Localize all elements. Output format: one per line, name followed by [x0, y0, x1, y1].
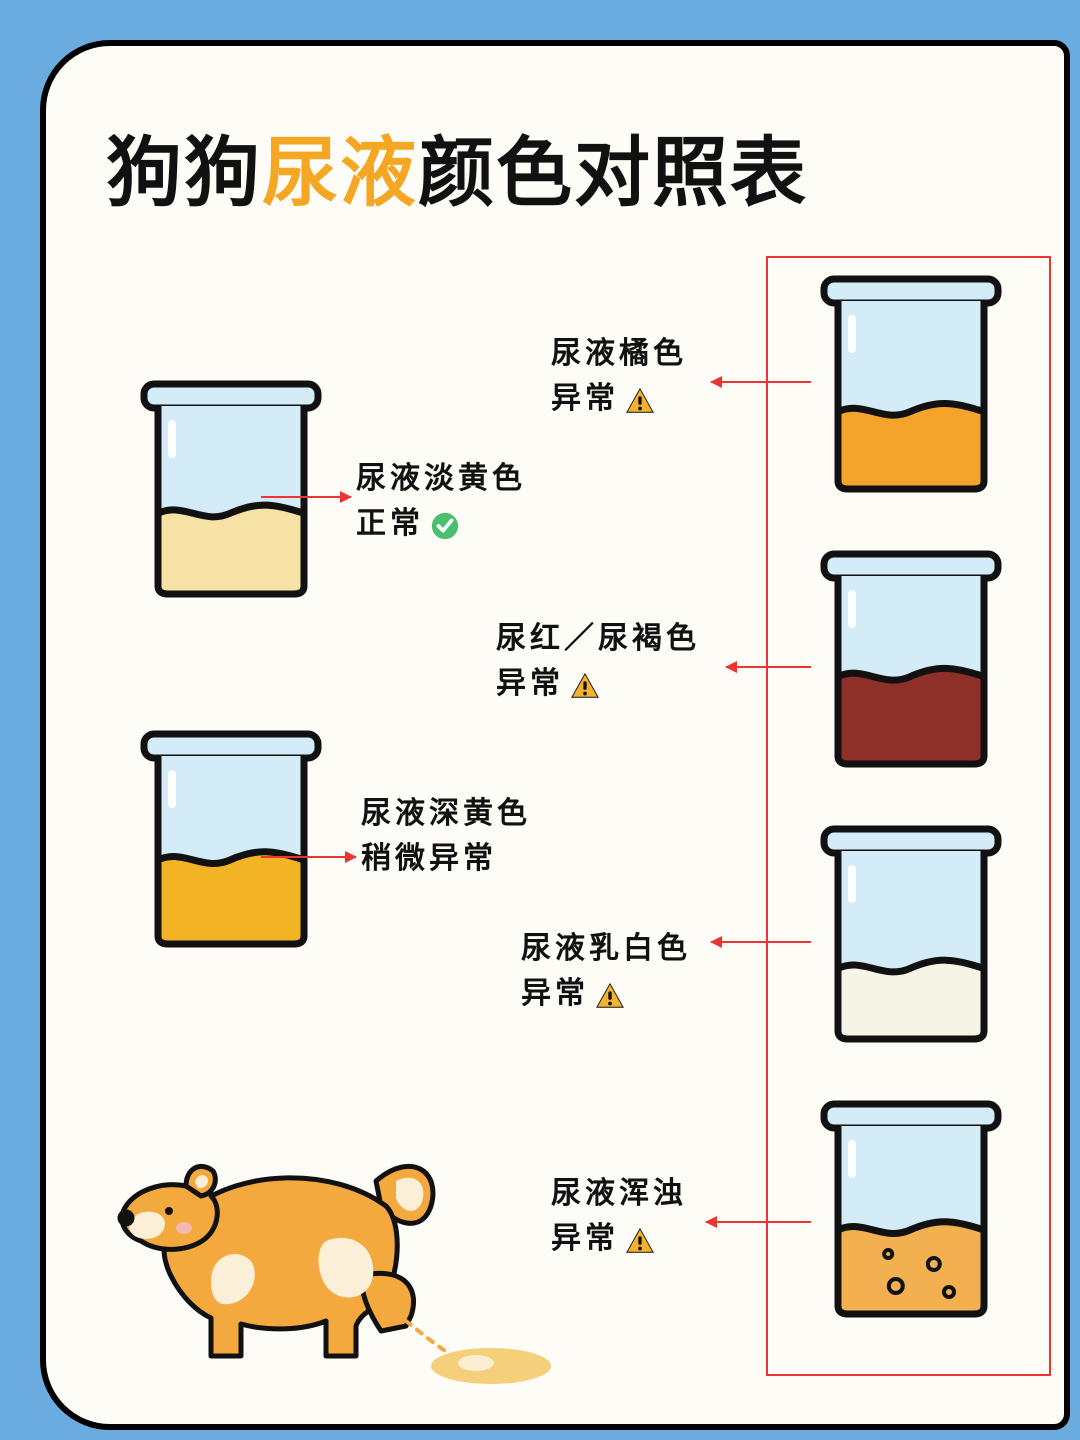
warn-icon — [625, 1224, 655, 1254]
label-line1: 尿液橘色 — [551, 331, 687, 376]
label-pale-yellow: 尿液淡黄色 正常 — [356, 456, 526, 546]
title-part-2: 尿液 — [262, 131, 418, 216]
warn-icon — [570, 669, 600, 699]
warn-icon — [625, 384, 655, 414]
label-line2: 异常 — [496, 661, 700, 706]
arrow-turbid — [706, 1221, 811, 1223]
label-line1: 尿液乳白色 — [521, 926, 691, 971]
arrow-orange — [711, 381, 811, 383]
label-line2: 异常 — [551, 376, 687, 421]
check-icon — [430, 509, 460, 539]
label-line1: 尿液深黄色 — [361, 791, 531, 836]
arrow-milky — [711, 941, 811, 943]
beaker-orange — [816, 271, 1006, 501]
label-turbid: 尿液浑浊 异常 — [551, 1171, 687, 1261]
card: 狗狗尿液颜色对照表 尿液淡黄色 正常 尿液深黄色 稍微异常 — [40, 40, 1070, 1430]
label-line1: 尿液浑浊 — [551, 1171, 687, 1216]
beaker-turbid — [816, 1096, 1006, 1326]
warn-icon — [595, 979, 625, 1009]
beaker-red-brown — [816, 546, 1006, 776]
dog-illustration — [101, 1126, 461, 1386]
label-line2: 异常 — [521, 971, 691, 1016]
arrow-deep-yellow — [261, 856, 356, 858]
title-part-3: 颜色对照表 — [418, 131, 808, 216]
label-milky: 尿液乳白色 异常 — [521, 926, 691, 1016]
label-line1: 尿红／尿褐色 — [496, 616, 700, 661]
beaker-pale-yellow — [136, 376, 326, 606]
label-orange: 尿液橘色 异常 — [551, 331, 687, 421]
pee-puddle — [421, 1341, 561, 1396]
beaker-milky — [816, 821, 1006, 1051]
label-deep-yellow: 尿液深黄色 稍微异常 — [361, 791, 531, 881]
label-line1: 尿液淡黄色 — [356, 456, 526, 501]
label-line2: 异常 — [551, 1216, 687, 1261]
beaker-deep-yellow — [136, 726, 326, 956]
label-line2: 稍微异常 — [361, 836, 531, 881]
arrow-pale-yellow — [261, 496, 351, 498]
page-title: 狗狗尿液颜色对照表 — [106, 111, 808, 221]
label-red-brown: 尿红／尿褐色 异常 — [496, 616, 700, 706]
title-part-1: 狗狗 — [106, 131, 262, 216]
label-line2: 正常 — [356, 501, 526, 546]
arrow-red-brown — [726, 666, 811, 668]
